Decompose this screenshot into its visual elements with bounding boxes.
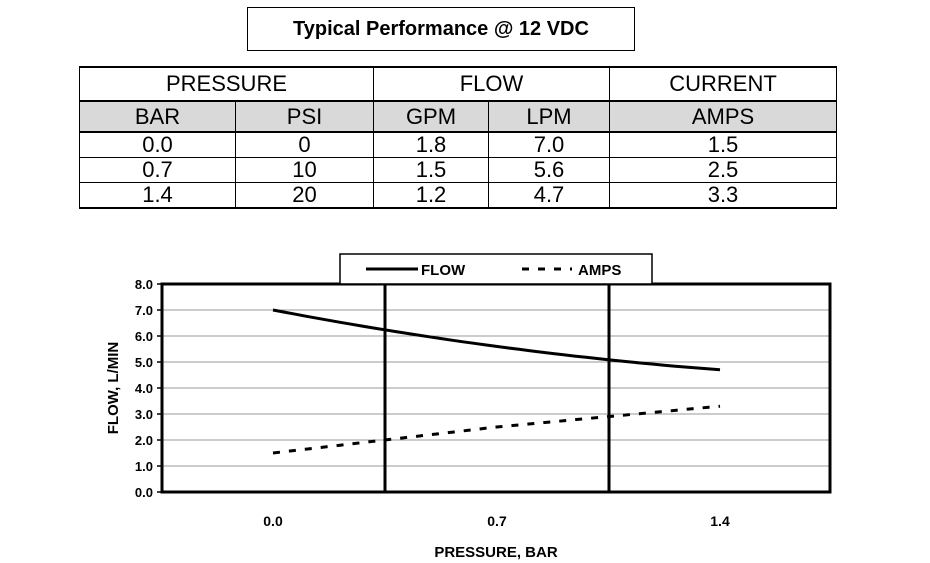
y-tick-label: 4.0 [135, 381, 153, 396]
table-row: 0.0 0 1.8 7.0 1.5 [79, 132, 837, 158]
cell-psi: 20 [235, 182, 374, 209]
series-flow-line [272, 308, 721, 372]
cell-lpm: 5.6 [488, 157, 610, 183]
header-flow: FLOW [373, 66, 610, 102]
series-amps-line [272, 404, 721, 455]
cell-bar: 1.4 [79, 182, 236, 209]
y-tick-label: 3.0 [135, 407, 153, 422]
y-tick-label: 5.0 [135, 355, 153, 370]
table-row: 0.7 10 1.5 5.6 2.5 [79, 157, 837, 183]
y-tick-label: 0.0 [135, 485, 153, 500]
cell-amps: 3.3 [609, 182, 837, 209]
table-row: 1.4 20 1.2 4.7 3.3 [79, 182, 837, 209]
cell-gpm: 1.5 [373, 157, 489, 183]
table-units-row: BAR PSI GPM LPM AMPS [79, 101, 837, 133]
unit-lpm: LPM [488, 101, 610, 133]
unit-gpm: GPM [373, 101, 489, 133]
unit-bar: BAR [79, 101, 236, 133]
y-tick-label: 8.0 [135, 277, 153, 292]
x-tick-label: 1.4 [710, 513, 730, 529]
cell-bar: 0.7 [79, 157, 236, 183]
cell-gpm: 1.8 [373, 132, 489, 158]
y-tick-label: 7.0 [135, 303, 153, 318]
x-tick-label: 0.0 [263, 513, 283, 529]
performance-table: PRESSURE FLOW CURRENT BAR PSI GPM LPM AM… [79, 66, 837, 209]
y-tick-label: 6.0 [135, 329, 153, 344]
y-tick-label: 2.0 [135, 433, 153, 448]
legend-flow-label: FLOW [421, 262, 466, 279]
chart-title: Typical Performance @ 12 VDC [247, 7, 635, 51]
y-axis-label: FLOW, L/MIN [105, 342, 122, 434]
legend: FLOW AMPS [339, 253, 653, 285]
x-tick-label: 0.7 [487, 513, 507, 529]
header-pressure: PRESSURE [79, 66, 374, 102]
unit-psi: PSI [235, 101, 374, 133]
unit-amps: AMPS [609, 101, 837, 133]
cell-bar: 0.0 [79, 132, 236, 158]
y-tick-label: 1.0 [135, 459, 153, 474]
cell-lpm: 7.0 [488, 132, 610, 158]
legend-amps-label: AMPS [578, 262, 621, 279]
table-group-header-row: PRESSURE FLOW CURRENT [79, 66, 837, 102]
x-axis-label: PRESSURE, BAR [434, 544, 558, 561]
cell-lpm: 4.7 [488, 182, 610, 209]
cell-amps: 1.5 [609, 132, 837, 158]
header-current: CURRENT [609, 66, 837, 102]
cell-amps: 2.5 [609, 157, 837, 183]
cell-psi: 10 [235, 157, 374, 183]
